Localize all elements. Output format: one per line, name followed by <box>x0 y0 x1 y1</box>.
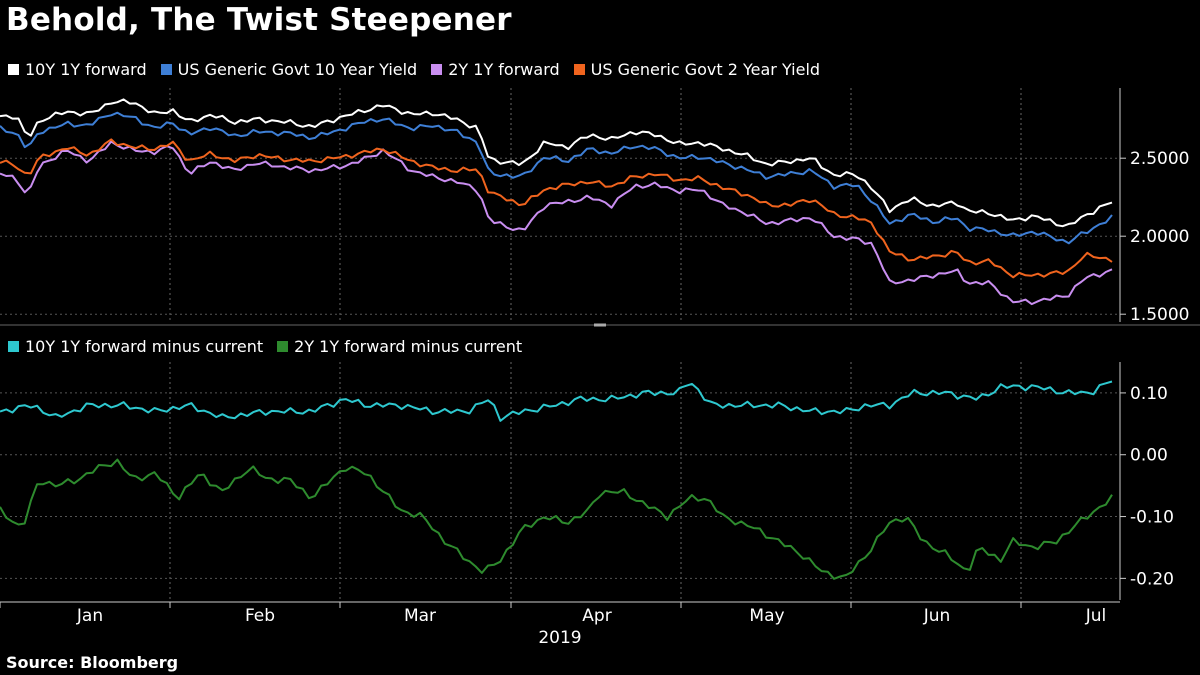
series-line-fwd2 <box>0 140 1113 306</box>
x-tick-label: Feb <box>245 606 275 626</box>
legend-item-spread2: 2Y 1Y forward minus current <box>277 337 522 356</box>
legend-item-fwd2: 2Y 1Y forward <box>431 60 560 79</box>
series-line-fwd10 <box>0 98 1113 228</box>
legend-swatch-gov10 <box>160 64 172 75</box>
x-tick-label: Jul <box>1085 606 1107 626</box>
legend-item-spread10: 10Y 1Y forward minus current <box>8 337 263 356</box>
x-tick-label: Jun <box>923 606 951 626</box>
y-tick-label: 2.0000 <box>1130 227 1189 247</box>
legend-swatch-spread2 <box>277 341 289 352</box>
chart-title: Behold, The Twist Steepener <box>6 2 512 38</box>
legend-item-gov2: US Generic Govt 2 Year Yield <box>573 60 821 79</box>
legend-label-spread10: 10Y 1Y forward minus current <box>25 337 264 356</box>
legend-item-fwd10: 10Y 1Y forward <box>8 60 147 79</box>
legend-label-gov10: US Generic Govt 10 Year Yield <box>177 60 418 79</box>
y-tick-label: -0.20 <box>1130 569 1174 589</box>
source-label: Source: Bloomberg <box>6 653 179 672</box>
legend-label-fwd10: 10Y 1Y forward <box>25 60 147 79</box>
x-tick-label: Mar <box>404 606 436 626</box>
legend-item-gov10: US Generic Govt 10 Year Yield <box>160 60 418 79</box>
x-tick-label: Apr <box>582 606 611 626</box>
top-legend: 10Y 1Y forward US Generic Govt 10 Year Y… <box>8 60 820 79</box>
y-tick-label: 1.5000 <box>1130 305 1189 325</box>
y-tick-label: -0.10 <box>1130 508 1174 528</box>
y-tick-label: 0.00 <box>1130 446 1168 466</box>
legend-label-spread2: 2Y 1Y forward minus current <box>294 337 523 356</box>
series-line-gov10 <box>0 111 1113 245</box>
y-tick-label: 2.5000 <box>1130 149 1189 169</box>
x-tick-label: Jan <box>76 606 103 626</box>
legend-swatch-fwd10 <box>8 64 19 75</box>
x-tick-label: May <box>749 606 784 626</box>
series-line-spread10 <box>0 380 1113 422</box>
bottom-legend: 10Y 1Y forward minus current 2Y 1Y forwa… <box>8 337 522 356</box>
y-tick-label: 0.10 <box>1130 384 1168 404</box>
legend-swatch-gov2 <box>573 64 585 75</box>
legend-swatch-spread10 <box>8 341 19 352</box>
legend-swatch-fwd2 <box>431 64 443 75</box>
series-line-spread2 <box>0 458 1113 580</box>
x-year-label: 2019 <box>538 628 581 648</box>
series-line-gov2 <box>0 138 1113 279</box>
legend-label-gov2: US Generic Govt 2 Year Yield <box>590 60 821 79</box>
legend-label-fwd2: 2Y 1Y forward <box>448 60 560 79</box>
